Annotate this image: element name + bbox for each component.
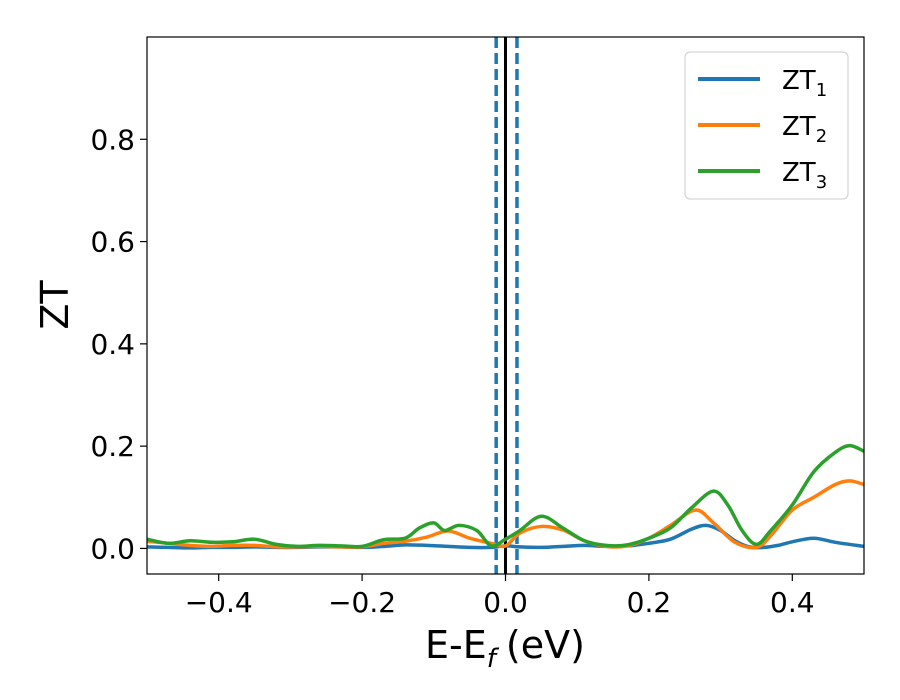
y-tick-label: 0.2	[90, 430, 135, 463]
x-tick-label: 0.4	[770, 586, 815, 619]
y-axis-title: ZT	[33, 280, 77, 330]
y-tick-label: 0.6	[90, 226, 135, 259]
x-axis-title: E-Ef (eV)	[425, 623, 585, 674]
y-axis: 0.0 0.2 0.4 0.6 0.8	[90, 123, 147, 565]
x-tick-label: 0.2	[627, 586, 672, 619]
reference-lines	[494, 37, 519, 574]
legend-label-zt2: ZT2	[782, 112, 827, 147]
y-tick-label: 0.0	[90, 532, 135, 565]
series-line-zt3	[147, 443, 864, 549]
x-axis-title-sub: f	[487, 644, 500, 674]
legend-box	[684, 51, 849, 200]
series-line-zt2	[147, 479, 864, 550]
legend-label-zt1: ZT1	[782, 66, 827, 101]
x-axis: −0.4 −0.2 0.0 0.2 0.4	[185, 574, 815, 619]
x-tick-label: 0.0	[483, 586, 528, 619]
legend: ZT1 ZT2 ZT3	[684, 51, 849, 200]
x-tick-label: −0.2	[328, 586, 396, 619]
legend-label-zt3: ZT3	[782, 158, 827, 193]
x-tick-label: −0.4	[185, 586, 253, 619]
y-tick-label: 0.8	[90, 123, 135, 156]
y-tick-label: 0.4	[90, 328, 135, 361]
x-axis-title-main: E-E	[425, 623, 487, 667]
x-axis-title-unit: (eV)	[506, 623, 585, 667]
series-layer	[147, 443, 864, 550]
